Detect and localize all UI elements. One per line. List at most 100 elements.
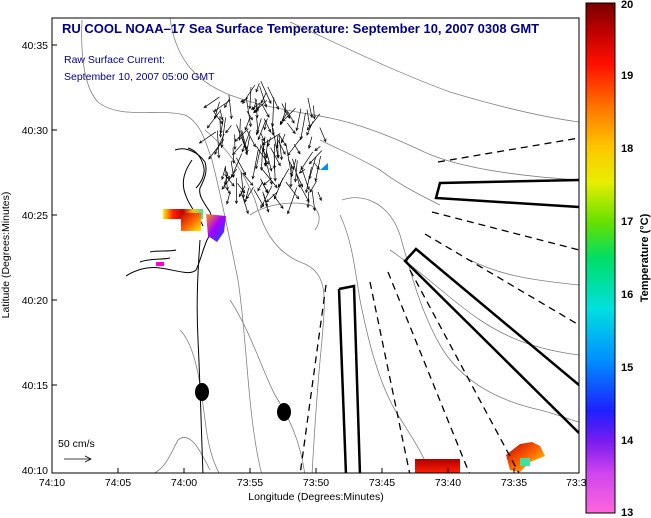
x-tick-label: 73:40 xyxy=(435,477,461,489)
colorbar-tick: 16 xyxy=(621,289,633,301)
y-tick-label: 40:25 xyxy=(22,210,48,222)
current-vector xyxy=(309,180,317,193)
current-vector-head xyxy=(231,183,235,187)
current-vector-head xyxy=(308,124,312,129)
contour-2 xyxy=(169,18,579,181)
x-tick-label: 73:45 xyxy=(369,477,395,489)
current-vector-head xyxy=(265,161,269,165)
current-vector xyxy=(264,118,268,130)
current-vector xyxy=(281,133,286,143)
sst-patch-inlet xyxy=(206,214,226,242)
contour-12 xyxy=(469,259,579,286)
current-vector-head xyxy=(280,205,284,209)
current-vector xyxy=(237,183,246,194)
current-vector xyxy=(240,97,249,103)
current-vector-head xyxy=(298,170,303,174)
current-vector-head xyxy=(293,178,298,183)
current-vector-head xyxy=(265,199,270,203)
current-vector-head xyxy=(261,142,266,146)
x-tick-label: 73:35 xyxy=(501,477,527,489)
current-vector-head xyxy=(254,165,259,170)
beam-south xyxy=(337,284,362,473)
current-vector xyxy=(253,189,265,207)
current-vector-head xyxy=(214,151,218,156)
current-vector-head xyxy=(248,105,252,110)
current-vector-head xyxy=(299,136,303,141)
current-vector-head xyxy=(252,143,256,148)
y-tick-label: 40:20 xyxy=(22,295,48,307)
current-vector xyxy=(292,158,301,188)
x-tick-label: 74:05 xyxy=(105,477,131,489)
current-vector-head xyxy=(309,114,314,119)
current-vector xyxy=(225,125,232,134)
current-vector xyxy=(296,108,302,131)
sst-patch-bay-2 xyxy=(181,213,201,231)
current-vectors xyxy=(198,80,327,215)
current-vector-head xyxy=(234,200,239,205)
current-vector xyxy=(261,150,263,171)
current-vector-head xyxy=(219,120,223,125)
current-vector-head xyxy=(275,106,279,110)
current-vector-head xyxy=(287,115,291,120)
current-vector-head xyxy=(307,145,312,149)
current-vector xyxy=(277,138,286,155)
current-vector xyxy=(220,119,224,134)
current-vector xyxy=(274,177,284,199)
radar-beams xyxy=(337,178,579,473)
current-vector xyxy=(286,110,295,124)
current-vector xyxy=(214,133,225,155)
sst-patch-south xyxy=(415,459,460,473)
current-vector-head xyxy=(229,115,233,120)
current-vector-head xyxy=(312,207,317,212)
contour-1 xyxy=(81,19,262,473)
contour-9 xyxy=(153,437,211,473)
current-vector xyxy=(263,193,268,207)
current-vector xyxy=(319,127,327,142)
current-vector-head xyxy=(272,165,276,170)
current-vector xyxy=(219,116,221,138)
current-vector xyxy=(261,103,270,118)
current-vector xyxy=(259,86,267,108)
current-vector-head xyxy=(266,208,270,213)
dash-5 xyxy=(369,281,411,473)
current-vector xyxy=(255,145,262,169)
x-tick-label: 73:55 xyxy=(237,477,263,489)
current-vector xyxy=(279,135,287,147)
current-vector-head xyxy=(246,195,250,200)
current-vector-head xyxy=(306,126,311,131)
current-vector xyxy=(266,165,273,185)
current-vector-head xyxy=(260,99,264,104)
sst-patch-offshore xyxy=(320,163,328,170)
current-vector xyxy=(308,136,313,149)
current-vector xyxy=(305,167,312,193)
current-vector xyxy=(214,101,220,119)
current-vector-head xyxy=(249,182,254,186)
current-vector-head xyxy=(257,136,261,141)
current-vector xyxy=(300,165,310,190)
current-vector-head xyxy=(248,123,253,128)
current-vector xyxy=(285,144,293,176)
current-vector-head xyxy=(263,162,267,167)
current-vector-head xyxy=(314,147,318,152)
current-vector-head xyxy=(257,187,261,192)
current-vector-head xyxy=(218,134,223,138)
current-vector xyxy=(242,172,254,186)
current-vector-head xyxy=(306,186,310,191)
current-vector xyxy=(314,146,321,151)
bathymetry-contours xyxy=(81,18,579,473)
current-vector xyxy=(221,117,226,148)
current-vector-head xyxy=(316,166,320,170)
current-vector-head xyxy=(227,190,231,195)
current-vector-head xyxy=(306,204,310,209)
current-vector xyxy=(287,122,296,134)
current-vector xyxy=(249,86,252,109)
current-vector-head xyxy=(244,151,248,156)
sst-patch-river xyxy=(156,262,164,266)
current-vector xyxy=(245,97,252,127)
current-vector-head xyxy=(242,100,246,105)
current-vector xyxy=(252,149,259,179)
current-vector xyxy=(306,121,314,136)
current-vector-head xyxy=(226,175,230,180)
current-vector xyxy=(234,128,249,142)
